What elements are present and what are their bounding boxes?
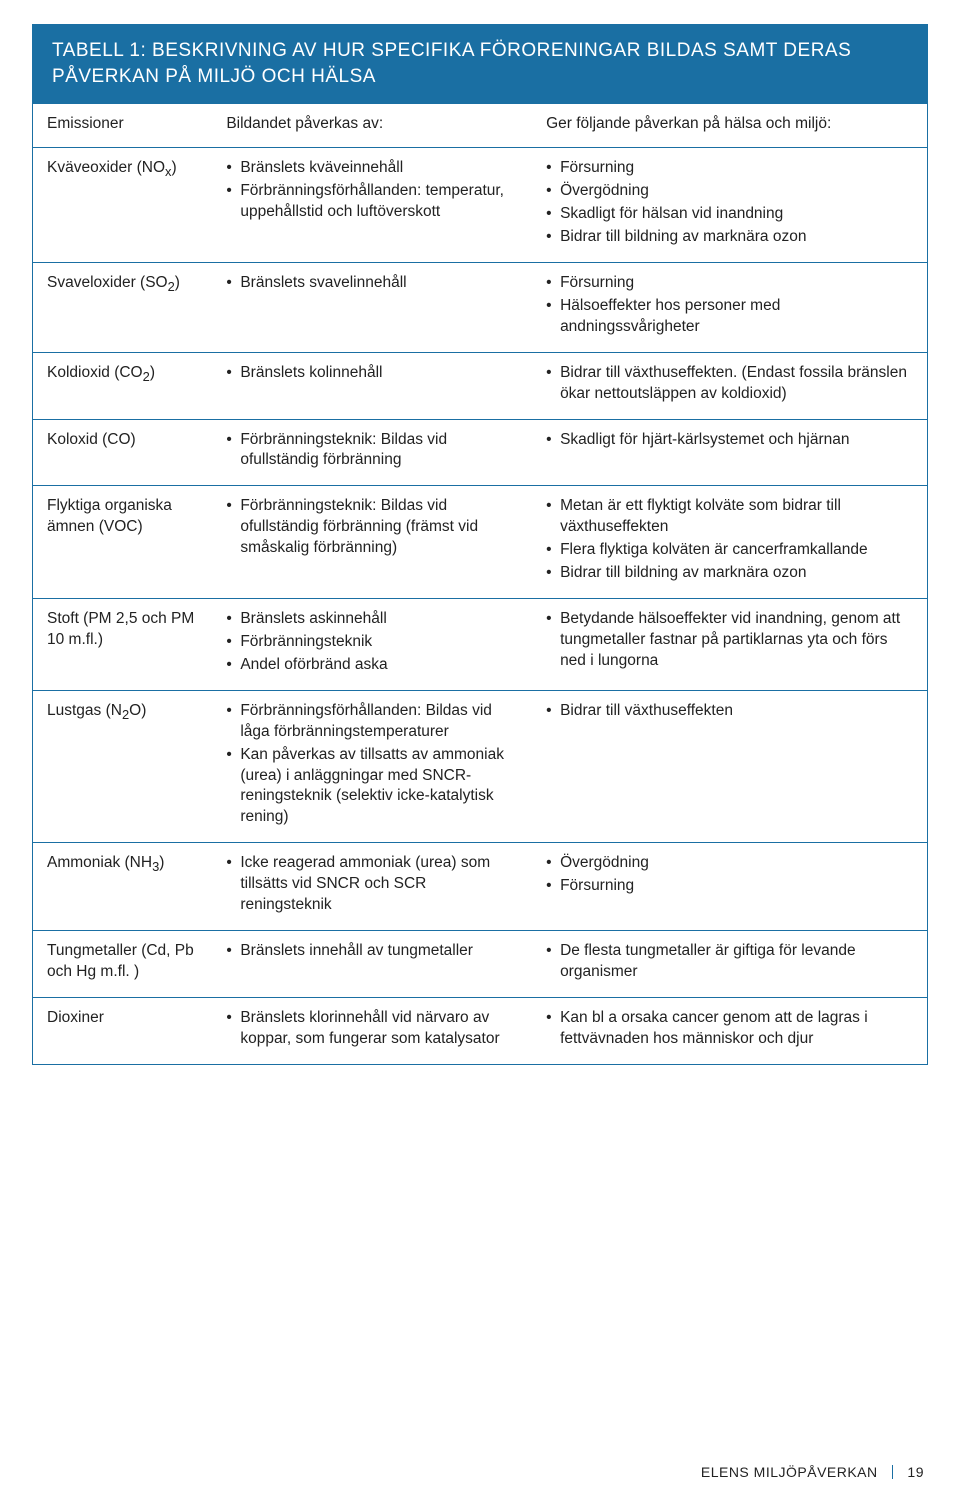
- table-row: Koldioxid (CO2) Bränslets kolinnehåll Bidr…: [33, 352, 928, 419]
- list-item: Bränslets kolinnehåll: [226, 363, 518, 384]
- page: TABELL 1: BESKRIVNING AV HUR SPECIFIKA F…: [0, 24, 960, 1508]
- formation-cell: Bränslets innehåll av tungmetaller: [212, 931, 532, 998]
- table-header-row: Emissioner Bildandet påverkas av: Ger fö…: [33, 104, 928, 148]
- list-item: Bidrar till växthuseffekten. (Endast fos…: [546, 363, 913, 405]
- list-item: Hälsoeffekter hos personer med andningss…: [546, 296, 913, 338]
- formation-cell: Förbränningsteknik: Bildas vid ofullstän…: [212, 486, 532, 599]
- table-row: Dioxiner Bränslets klorinnehåll vid närva…: [33, 997, 928, 1064]
- list-item: Betydande hälsoeffekter vid inandning, g…: [546, 609, 913, 672]
- list-item: Försurning: [546, 876, 913, 897]
- table-caption: TABELL 1: BESKRIVNING AV HUR SPECIFIKA F…: [32, 24, 928, 103]
- list-item: Flera flyktiga kolväten är cancerframkal…: [546, 540, 913, 561]
- effects-cell: Skadligt för hjärt-kärlsystemet och hjär…: [532, 419, 927, 486]
- formation-cell: Bränslets kolinnehåll: [212, 352, 532, 419]
- effects-cell: FörsurningHälsoeffekter hos personer med…: [532, 262, 927, 352]
- emission-cell: Kväveoxider (NOx): [33, 148, 213, 263]
- emission-cell: Tungmetaller (Cd, Pb och Hg m.fl. ): [33, 931, 213, 998]
- emission-cell: Svaveloxider (SO2): [33, 262, 213, 352]
- emission-cell: Ammoniak (NH3): [33, 843, 213, 931]
- table-row: Svaveloxider (SO2) Bränslets svavelinnehå…: [33, 262, 928, 352]
- formation-cell: Bränslets askinnehållFörbränningsteknikA…: [212, 599, 532, 691]
- table-row: Kväveoxider (NOx)Bränslets kväveinnehåll…: [33, 148, 928, 263]
- col-header-formation: Bildandet påverkas av:: [212, 104, 532, 148]
- list-item: Övergödning: [546, 181, 913, 202]
- emission-cell: Koloxid (CO): [33, 419, 213, 486]
- emission-cell: Stoft (PM 2,5 och PM 10 m.fl.): [33, 599, 213, 691]
- emission-cell: Koldioxid (CO2): [33, 352, 213, 419]
- table-row: Lustgas (N2O) Förbränningsförhållanden: B…: [33, 690, 928, 843]
- effects-cell: Kan bl a orsaka cancer genom att de lagr…: [532, 997, 927, 1064]
- list-item: Bränslets klorinnehåll vid närvaro av ko…: [226, 1008, 518, 1050]
- formation-cell: Icke reagerad ammoniak (urea) som tillsä…: [212, 843, 532, 931]
- formation-cell: Förbränningsförhållanden: Bildas vid låg…: [212, 690, 532, 843]
- emission-cell: Dioxiner: [33, 997, 213, 1064]
- footer-section: ELENS MILJÖPÅVERKAN: [701, 1464, 878, 1480]
- list-item: Icke reagerad ammoniak (urea) som tillsä…: [226, 853, 518, 916]
- list-item: Metan är ett flyktigt kolväte som bidrar…: [546, 496, 913, 538]
- table-row: Koloxid (CO) Förbränningsteknik: Bildas v…: [33, 419, 928, 486]
- list-item: Förbränningsteknik: Bildas vid ofullstän…: [226, 496, 518, 559]
- list-item: Bidrar till växthuseffekten: [546, 701, 913, 722]
- list-item: Övergödning: [546, 853, 913, 874]
- formation-cell: Bränslets kväveinnehållFörbränningsförhå…: [212, 148, 532, 263]
- emission-cell: Lustgas (N2O): [33, 690, 213, 843]
- list-item: Bränslets askinnehåll: [226, 609, 518, 630]
- effects-cell: De flesta tungmetaller är giftiga för le…: [532, 931, 927, 998]
- list-item: Bränslets innehåll av tungmetaller: [226, 941, 518, 962]
- col-header-effects: Ger följande påverkan på hälsa och miljö…: [532, 104, 927, 148]
- list-item: Förbränningsteknik: Bildas vid ofullstän…: [226, 430, 518, 472]
- table-row: Ammoniak (NH3)Icke reagerad ammoniak (ur…: [33, 843, 928, 931]
- list-item: Bidrar till bildning av marknära ozon: [546, 227, 913, 248]
- list-item: Förbränningsförhållanden: Bildas vid låg…: [226, 701, 518, 743]
- formation-cell: Bränslets klorinnehåll vid närvaro av ko…: [212, 997, 532, 1064]
- effects-cell: Betydande hälsoeffekter vid inandning, g…: [532, 599, 927, 691]
- col-header-emissions: Emissioner: [33, 104, 213, 148]
- list-item: Andel oförbränd aska: [226, 655, 518, 676]
- formation-cell: Bränslets svavelinnehåll: [212, 262, 532, 352]
- effects-cell: Bidrar till växthuseffekten: [532, 690, 927, 843]
- list-item: Bränslets kväveinnehåll: [226, 158, 518, 179]
- emission-cell: Flyktiga organiska ämnen (VOC): [33, 486, 213, 599]
- list-item: De flesta tungmetaller är giftiga för le…: [546, 941, 913, 983]
- footer-separator: [892, 1465, 893, 1479]
- footer-page-number: 19: [907, 1464, 924, 1480]
- effects-cell: FörsurningÖvergödningSkadligt för hälsan…: [532, 148, 927, 263]
- list-item: Försurning: [546, 273, 913, 294]
- table-body: Kväveoxider (NOx)Bränslets kväveinnehåll…: [33, 148, 928, 1065]
- pollutants-table: TABELL 1: BESKRIVNING AV HUR SPECIFIKA F…: [32, 24, 928, 1065]
- table-row: Flyktiga organiska ämnen (VOC)Förbrännin…: [33, 486, 928, 599]
- list-item: Bidrar till bildning av marknära ozon: [546, 563, 913, 584]
- table-row: Stoft (PM 2,5 och PM 10 m.fl.)Bränslets …: [33, 599, 928, 691]
- formation-cell: Förbränningsteknik: Bildas vid ofullstän…: [212, 419, 532, 486]
- page-footer: ELENS MILJÖPÅVERKAN 19: [701, 1464, 924, 1480]
- effects-cell: Metan är ett flyktigt kolväte som bidrar…: [532, 486, 927, 599]
- list-item: Försurning: [546, 158, 913, 179]
- list-item: Bränslets svavelinnehåll: [226, 273, 518, 294]
- list-item: Kan bl a orsaka cancer genom att de lagr…: [546, 1008, 913, 1050]
- list-item: Förbränningsförhållanden: temperatur, up…: [226, 181, 518, 223]
- list-item: Skadligt för hälsan vid inandning: [546, 204, 913, 225]
- effects-cell: ÖvergödningFörsurning: [532, 843, 927, 931]
- table-row: Tungmetaller (Cd, Pb och Hg m.fl. ) Bräns…: [33, 931, 928, 998]
- list-item: Skadligt för hjärt-kärlsystemet och hjär…: [546, 430, 913, 451]
- list-item: Förbränningsteknik: [226, 632, 518, 653]
- effects-cell: Bidrar till växthuseffekten. (Endast fos…: [532, 352, 927, 419]
- list-item: Kan påverkas av tillsatts av ammoniak (u…: [226, 745, 518, 829]
